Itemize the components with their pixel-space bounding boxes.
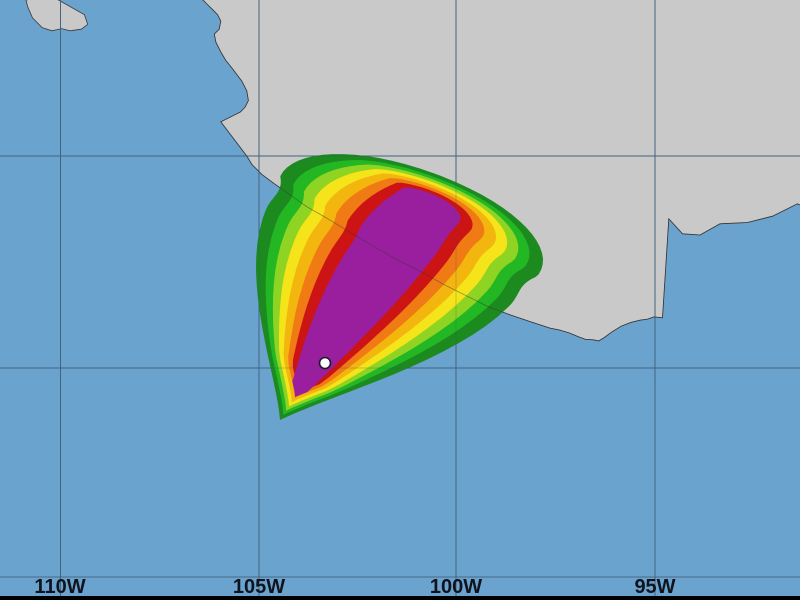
- svg-text:110W: 110W: [34, 576, 85, 598]
- svg-text:100W: 100W: [430, 576, 482, 598]
- svg-text:95W: 95W: [634, 576, 675, 598]
- svg-text:105W: 105W: [233, 576, 285, 598]
